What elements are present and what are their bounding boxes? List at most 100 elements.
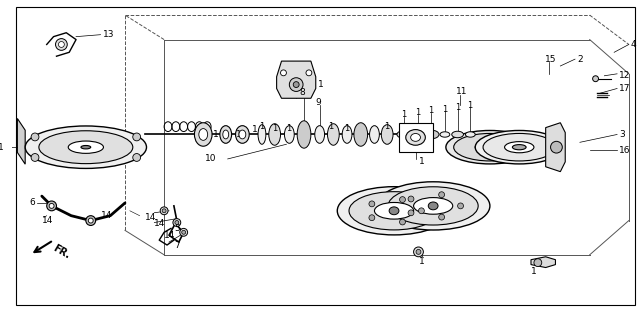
Circle shape [180, 228, 188, 236]
Text: 1: 1 [419, 157, 424, 166]
Polygon shape [546, 123, 565, 172]
Ellipse shape [381, 125, 393, 144]
Ellipse shape [428, 202, 438, 210]
Text: 1: 1 [328, 122, 333, 131]
Ellipse shape [440, 132, 450, 137]
Ellipse shape [236, 126, 249, 143]
Ellipse shape [476, 130, 563, 164]
Circle shape [438, 214, 445, 220]
Ellipse shape [369, 126, 380, 143]
Text: 1: 1 [344, 124, 349, 133]
Ellipse shape [413, 132, 424, 137]
Circle shape [49, 203, 54, 208]
Circle shape [306, 70, 312, 76]
Ellipse shape [199, 129, 207, 140]
Circle shape [173, 219, 180, 227]
Text: 1: 1 [401, 110, 406, 119]
Ellipse shape [476, 142, 504, 153]
Ellipse shape [284, 126, 294, 143]
Text: 1: 1 [415, 109, 420, 117]
Ellipse shape [465, 132, 476, 137]
Circle shape [31, 154, 39, 161]
Text: 10: 10 [204, 154, 216, 163]
Ellipse shape [483, 134, 556, 161]
Ellipse shape [376, 182, 490, 230]
Circle shape [175, 221, 179, 225]
Polygon shape [276, 61, 316, 98]
Text: 1: 1 [419, 257, 424, 266]
Ellipse shape [195, 123, 212, 146]
Text: 12: 12 [619, 71, 630, 80]
Circle shape [132, 133, 141, 141]
Circle shape [182, 230, 186, 234]
Circle shape [88, 218, 93, 223]
Text: 14: 14 [100, 211, 112, 220]
Text: FR.: FR. [52, 243, 72, 261]
Text: 4: 4 [631, 40, 636, 49]
Ellipse shape [504, 142, 534, 153]
Ellipse shape [315, 126, 324, 143]
Text: 6: 6 [29, 198, 35, 207]
Ellipse shape [269, 124, 280, 145]
Text: 1: 1 [236, 130, 241, 139]
Ellipse shape [328, 124, 339, 145]
Text: 16: 16 [619, 146, 630, 155]
Text: 11: 11 [456, 87, 467, 96]
Ellipse shape [446, 130, 534, 164]
Polygon shape [531, 257, 556, 267]
Text: 15: 15 [545, 55, 556, 64]
Circle shape [534, 259, 541, 266]
Text: 8: 8 [299, 88, 305, 97]
Ellipse shape [68, 141, 104, 154]
Ellipse shape [342, 126, 352, 143]
Circle shape [419, 208, 424, 214]
Ellipse shape [424, 130, 439, 139]
Circle shape [399, 219, 405, 225]
Ellipse shape [389, 207, 399, 215]
Text: 1: 1 [0, 143, 4, 152]
Ellipse shape [297, 121, 311, 148]
Ellipse shape [411, 134, 420, 141]
Ellipse shape [25, 126, 147, 168]
Ellipse shape [349, 192, 439, 230]
Text: 13: 13 [102, 30, 114, 39]
Ellipse shape [513, 144, 526, 150]
Circle shape [550, 141, 563, 153]
Ellipse shape [454, 134, 526, 161]
Text: 1: 1 [467, 101, 473, 110]
Circle shape [289, 78, 303, 91]
Circle shape [280, 70, 287, 76]
Text: 1: 1 [531, 267, 537, 276]
Ellipse shape [239, 130, 246, 139]
Circle shape [58, 41, 65, 47]
Polygon shape [17, 119, 25, 164]
Ellipse shape [81, 145, 91, 149]
Circle shape [160, 207, 168, 215]
Circle shape [47, 201, 56, 211]
Text: 1: 1 [442, 105, 447, 114]
Ellipse shape [374, 202, 413, 219]
Text: 1: 1 [317, 80, 323, 89]
Circle shape [369, 201, 375, 207]
Text: 9: 9 [316, 98, 321, 107]
Text: 14: 14 [42, 216, 53, 225]
Text: 5: 5 [174, 224, 180, 233]
Text: 17: 17 [619, 84, 630, 93]
Text: 7: 7 [174, 241, 180, 250]
Text: 1: 1 [384, 122, 390, 131]
Circle shape [438, 192, 445, 197]
Ellipse shape [39, 131, 133, 163]
Ellipse shape [452, 131, 463, 138]
Text: 1: 1 [213, 130, 219, 139]
Text: 1: 1 [272, 124, 277, 133]
Text: 3: 3 [619, 130, 625, 139]
Bar [399, 123, 433, 152]
Circle shape [413, 247, 424, 257]
Ellipse shape [337, 187, 451, 235]
Text: 2: 2 [577, 55, 582, 64]
Ellipse shape [220, 126, 232, 143]
Circle shape [369, 215, 375, 221]
Ellipse shape [258, 125, 266, 144]
Circle shape [416, 249, 421, 254]
Text: 1: 1 [252, 125, 258, 134]
